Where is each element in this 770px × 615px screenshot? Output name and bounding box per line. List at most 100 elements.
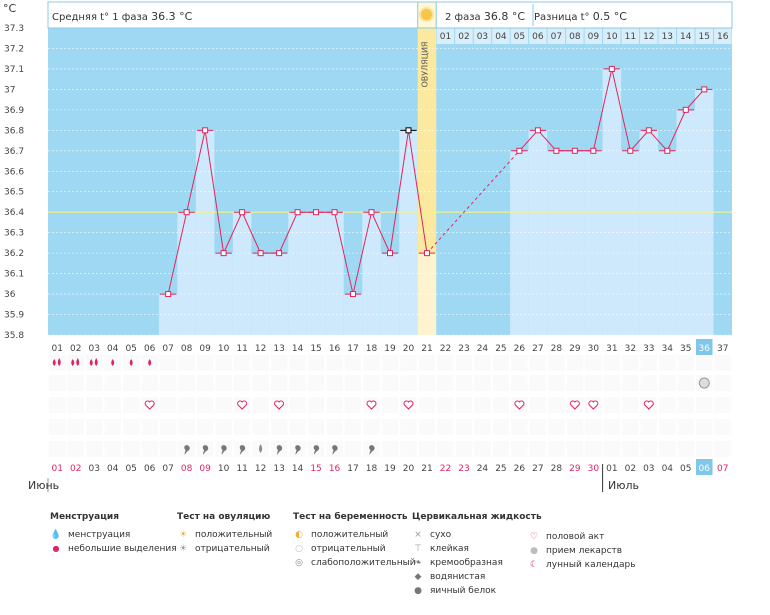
temperature-point <box>516 147 523 154</box>
temperature-bar <box>658 150 677 335</box>
cycle-day-label: 08 <box>181 344 193 354</box>
calendar-date-label: 20 <box>403 464 415 474</box>
marker-cell <box>49 419 66 435</box>
marker-cell <box>566 419 584 435</box>
after-ovulation-day-label: 10 <box>606 32 618 42</box>
after-ovulation-day-label: 13 <box>662 32 673 42</box>
calendar-date-label: 29 <box>569 464 581 474</box>
temperature-point <box>294 209 301 216</box>
cycle-day-label: 02 <box>70 344 81 354</box>
legend-item: ● прием лекарств <box>528 544 636 558</box>
marker-cell <box>104 375 121 391</box>
temperature-point <box>387 250 393 257</box>
cycle-day-label: 35 <box>680 344 691 354</box>
cycle-day-label: 15 <box>310 344 321 354</box>
cervical-creamy-marker <box>202 445 209 455</box>
legend-item: ◆ водянистая <box>412 570 542 584</box>
temperature-bar <box>621 150 640 335</box>
temperature-bar <box>362 212 381 335</box>
phase1-label: Средняя t° 1 фаза <box>52 12 148 23</box>
marker-cell <box>474 441 491 457</box>
legend-item: ◎ слабоположительный <box>293 556 416 570</box>
temperature-bar <box>676 109 696 335</box>
marker-cell <box>215 419 232 435</box>
calendar-date-label: 16 <box>329 464 341 474</box>
marker-cell <box>85 441 103 457</box>
marker-cell <box>85 397 103 413</box>
marker-cell <box>529 397 547 413</box>
temperature-bar <box>177 212 196 335</box>
marker-cell <box>326 375 343 391</box>
marker-cell <box>418 397 436 413</box>
after-ovulation-cell <box>584 28 603 44</box>
marker-cell <box>566 355 584 371</box>
intercourse-marker <box>144 400 155 410</box>
marker-cell <box>677 441 695 457</box>
calendar-date-label: 28 <box>551 464 563 474</box>
legend-menstruation-title: Менструация <box>50 512 119 522</box>
cycle-day-label: 36 <box>699 344 711 354</box>
after-ovulation-day-label: 06 <box>532 32 544 42</box>
legend-text: отрицательный <box>311 544 386 554</box>
legend-text: клейкая <box>430 544 469 554</box>
temperature-point <box>664 147 671 154</box>
marker-cell <box>67 397 84 413</box>
marker-cell <box>622 375 639 391</box>
legend-item: ❧ кремообразная <box>412 556 542 570</box>
after-ovulation-cell <box>658 28 677 44</box>
after-ovulation-cell <box>640 28 658 44</box>
calendar-date-label: 22 <box>440 464 451 474</box>
marker-cell <box>659 419 676 435</box>
after-ovulation-day-label: 09 <box>588 32 600 42</box>
marker-cell <box>677 375 695 391</box>
phase2-stat: 2 фаза 36.8 °C <box>445 10 525 23</box>
cycle-day-label: 10 <box>218 344 230 354</box>
temperature-point <box>627 147 634 154</box>
temperature-point <box>331 209 338 216</box>
temperature-point <box>313 209 320 216</box>
marker-cell <box>714 397 731 413</box>
marker-cell <box>85 419 103 435</box>
marker-cell <box>196 355 214 371</box>
after-ovulation-cell <box>529 28 547 44</box>
marker-cell <box>326 355 343 371</box>
y-tick-label: 35.8 <box>4 331 24 341</box>
legend-item: ◐ положительный <box>293 528 416 542</box>
marker-cell <box>270 419 288 435</box>
marker-cell <box>418 419 436 435</box>
calendar-date-label: 04 <box>107 464 119 474</box>
legend-item: ○ отрицательный <box>293 542 416 556</box>
cycle-day-label: 13 <box>273 344 284 354</box>
y-tick-label: 36.4 <box>4 208 24 218</box>
diff-label: Разница t° <box>534 12 590 23</box>
cycle-day-label: 07 <box>162 344 173 354</box>
marker-cell <box>141 375 158 391</box>
marker-cell <box>67 441 84 457</box>
marker-cell <box>603 441 621 457</box>
heart-icon: ♡ <box>529 532 539 542</box>
marker-cell <box>252 375 269 391</box>
marker-cell <box>289 419 306 435</box>
intercourse-marker <box>569 400 580 410</box>
marker-cell <box>104 441 121 457</box>
marker-cell <box>585 441 602 457</box>
marker-cell <box>640 355 658 371</box>
cycle-day-label: 31 <box>606 344 617 354</box>
temperature-bar <box>232 212 252 335</box>
marker-cell <box>585 355 602 371</box>
y-tick-label: 36.5 <box>4 188 24 198</box>
diff-stat: Разница t° 0.5 °C <box>534 10 627 23</box>
legend-item: ♡ половой акт <box>528 530 636 544</box>
calendar-date-label: 07 <box>162 464 173 474</box>
temperature-line-segment <box>223 211 243 254</box>
after-ovulation-cell <box>510 28 529 44</box>
marker-cell <box>381 375 399 391</box>
marker-cell <box>529 375 547 391</box>
marker-cell <box>603 375 621 391</box>
ovulation-column <box>417 28 437 254</box>
after-ovulation-day-label: 14 <box>680 32 692 42</box>
legend-text: сухо <box>430 530 452 540</box>
temperature-bar <box>547 150 566 335</box>
calendar-date-label: 14 <box>292 464 304 474</box>
marker-cell <box>455 355 473 371</box>
